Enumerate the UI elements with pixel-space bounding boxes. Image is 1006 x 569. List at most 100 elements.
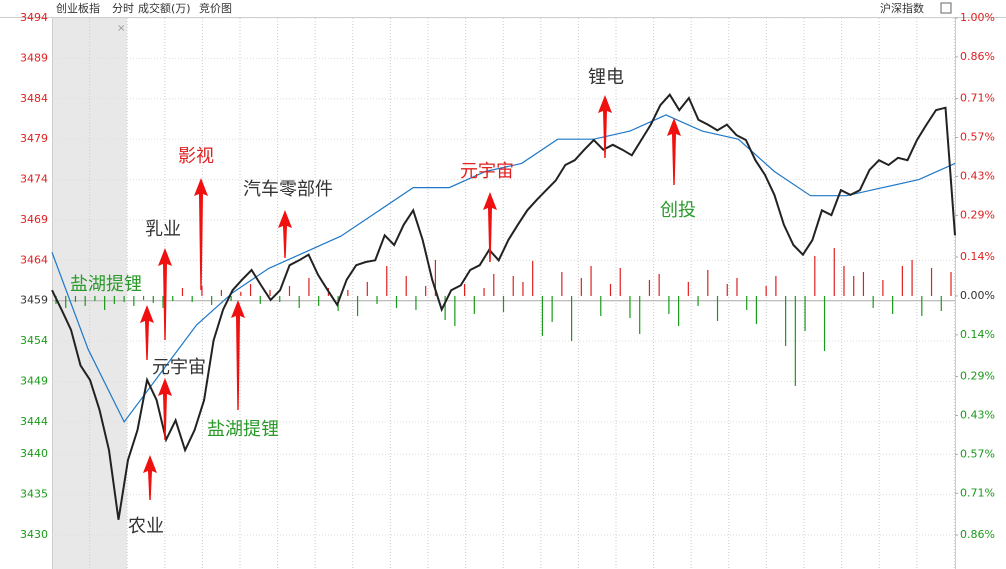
header-item[interactable]: 分时 xyxy=(112,2,134,15)
price-line xyxy=(51,114,956,424)
volume-bar xyxy=(921,295,923,316)
header-icon[interactable] xyxy=(940,2,952,14)
volume-bar xyxy=(405,275,407,296)
y-tick-label: 3484 xyxy=(20,92,48,105)
volume-bar xyxy=(668,295,670,314)
y2-tick-label: 0.57% xyxy=(960,131,995,144)
arrow xyxy=(140,305,154,360)
volume-bar xyxy=(755,295,758,324)
volume-bar xyxy=(814,255,816,296)
volume-bar xyxy=(697,295,699,306)
volume-bar xyxy=(794,295,796,386)
volume-bar xyxy=(726,283,728,296)
volume-bar xyxy=(629,295,631,318)
volume-bar xyxy=(823,295,826,351)
volume-bar xyxy=(123,295,125,302)
volume-bar xyxy=(142,295,145,300)
volume-bar xyxy=(502,295,505,312)
volume-bar xyxy=(152,295,154,303)
volume-bar xyxy=(444,295,446,320)
volume-bar xyxy=(483,287,485,296)
volume-bar xyxy=(493,273,495,296)
volume-bar xyxy=(785,295,787,346)
arrow xyxy=(158,248,172,340)
header-item[interactable]: 创业板指 xyxy=(56,1,100,15)
volume-bar xyxy=(901,265,903,296)
volume-bar xyxy=(425,285,427,296)
y2-tick-label: 0.14% xyxy=(960,250,995,263)
volume-bar xyxy=(804,295,806,331)
volume-bar xyxy=(240,291,242,296)
volume-bar xyxy=(707,269,709,296)
arrow xyxy=(278,210,292,258)
header-right[interactable]: 沪深指数 xyxy=(880,1,924,15)
volume-bar xyxy=(463,283,466,296)
volume-bar xyxy=(162,295,164,308)
volume-bar xyxy=(658,273,660,296)
y2-tick-label: 0.71% xyxy=(960,486,995,499)
volume-bar xyxy=(853,275,855,296)
y2-tick-label: 0.00% xyxy=(960,289,995,302)
volume-bar xyxy=(590,265,592,296)
volume-bar xyxy=(356,295,359,316)
y2-tick-label: 0.14% xyxy=(960,328,995,341)
volume-bar xyxy=(609,283,612,296)
volume-bar xyxy=(454,295,456,326)
volume-bar xyxy=(318,295,320,306)
volume-bar xyxy=(580,277,582,296)
annotation: 元宇宙 xyxy=(152,357,206,378)
close-icon[interactable]: × xyxy=(117,23,125,34)
arrow xyxy=(158,378,172,440)
volume-bar xyxy=(211,295,213,305)
volume-bar xyxy=(532,260,534,296)
y-tick-label: 3479 xyxy=(20,132,48,145)
arrow xyxy=(143,455,157,500)
volume-bar xyxy=(678,295,680,326)
annotation: 元宇宙 xyxy=(460,161,514,182)
volume-bar xyxy=(522,281,524,296)
volume-bar xyxy=(74,295,77,302)
header-item[interactable]: 成交额(万) xyxy=(138,1,191,15)
volume-bar xyxy=(230,295,232,301)
volume-bar xyxy=(249,283,252,296)
volume-bar xyxy=(862,271,865,296)
annotation: 农业 xyxy=(128,516,164,537)
volume-bar xyxy=(512,275,514,296)
y2-tick-label: 0.43% xyxy=(960,169,995,182)
y2-tick-label: 0.57% xyxy=(960,447,995,460)
volume-bar xyxy=(65,295,67,308)
volume-bar xyxy=(94,295,96,301)
volume-bar xyxy=(950,271,952,296)
volume-bar xyxy=(473,295,475,314)
y2-tick-label: 0.29% xyxy=(960,370,995,383)
volume-bar xyxy=(376,295,378,304)
volume-bar xyxy=(220,289,222,296)
volume-bar xyxy=(541,295,544,336)
volume-bar xyxy=(872,295,874,308)
arrow xyxy=(231,300,245,410)
volume-bar xyxy=(415,295,417,310)
volume-bar xyxy=(843,265,845,296)
arrow xyxy=(483,192,497,262)
volume-bar xyxy=(298,295,300,308)
y-tick-label: 3430 xyxy=(20,528,48,541)
volume-bar xyxy=(561,271,563,296)
volume-bar xyxy=(434,259,437,296)
arrow xyxy=(598,95,612,158)
volume-bar xyxy=(911,259,913,296)
annotation: 盐湖提锂 xyxy=(207,419,279,440)
y-tick-label: 3459 xyxy=(20,294,48,307)
y-tick-label: 3440 xyxy=(20,447,48,460)
annotation: 乳业 xyxy=(145,219,181,240)
volume-bar xyxy=(191,295,193,302)
y-tick-label: 3444 xyxy=(20,415,48,428)
header-item[interactable]: 竞价图 xyxy=(199,1,232,15)
y-tick-label: 3435 xyxy=(20,488,48,501)
y2-tick-label: 1.00% xyxy=(960,11,995,24)
volume-bar xyxy=(619,267,621,296)
volume-bar xyxy=(570,295,573,341)
y2-tick-label: 0.29% xyxy=(960,208,995,221)
volume-bar xyxy=(716,295,719,321)
volume-bar xyxy=(113,295,115,304)
volume-bar xyxy=(259,295,261,304)
